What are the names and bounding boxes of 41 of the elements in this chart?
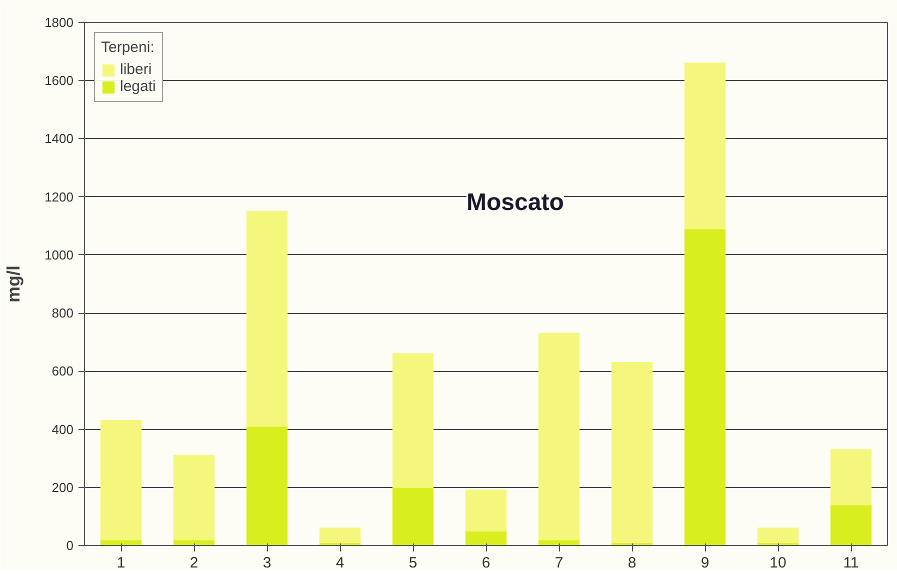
bar — [246, 426, 288, 546]
x-tick-label: 4 — [336, 554, 344, 572]
y-tick-label: 1000 — [44, 247, 74, 262]
y-axis-title: mg/l — [4, 265, 24, 302]
x-tick-label: 8 — [628, 554, 636, 572]
bar — [319, 528, 361, 544]
x-tick-label: 3 — [262, 554, 272, 572]
x-tick-label: 6 — [482, 554, 490, 572]
x-tick-label: 2 — [190, 554, 198, 572]
bar — [392, 486, 434, 546]
bar — [246, 210, 288, 427]
x-tick-label: 10 — [770, 554, 786, 572]
bar — [684, 62, 726, 230]
legend-label: legati — [120, 78, 156, 95]
bar — [611, 362, 653, 544]
bar — [757, 528, 799, 544]
bar — [830, 504, 872, 546]
x-tick-label: 7 — [554, 554, 564, 572]
bar — [684, 228, 726, 546]
y-tick-label: 400 — [52, 422, 74, 437]
y-tick-label: 600 — [52, 364, 74, 379]
y-tick-label: 200 — [52, 480, 74, 495]
bar — [465, 490, 507, 532]
legend-title: Terpeni: — [101, 39, 156, 56]
text: Moscato — [466, 189, 564, 216]
legend-label: liberi — [120, 61, 152, 78]
bar — [173, 454, 215, 540]
x-tick-label: 5 — [408, 554, 418, 572]
y-tick-label: 1600 — [44, 73, 74, 88]
x-tick-label: 11 — [843, 554, 859, 572]
y-tick-label: 1200 — [44, 189, 74, 204]
y-tick-label: 1800 — [44, 15, 74, 30]
x-tick-label: 1 — [116, 554, 126, 572]
bar — [392, 353, 434, 488]
x-tick-label: 9 — [700, 554, 710, 572]
y-tick-label: 0 — [66, 538, 74, 553]
y-tick-label: 1400 — [44, 131, 74, 146]
bar — [100, 420, 142, 540]
bar — [538, 332, 580, 540]
y-tick-label: 800 — [52, 306, 74, 321]
bar — [830, 449, 872, 506]
